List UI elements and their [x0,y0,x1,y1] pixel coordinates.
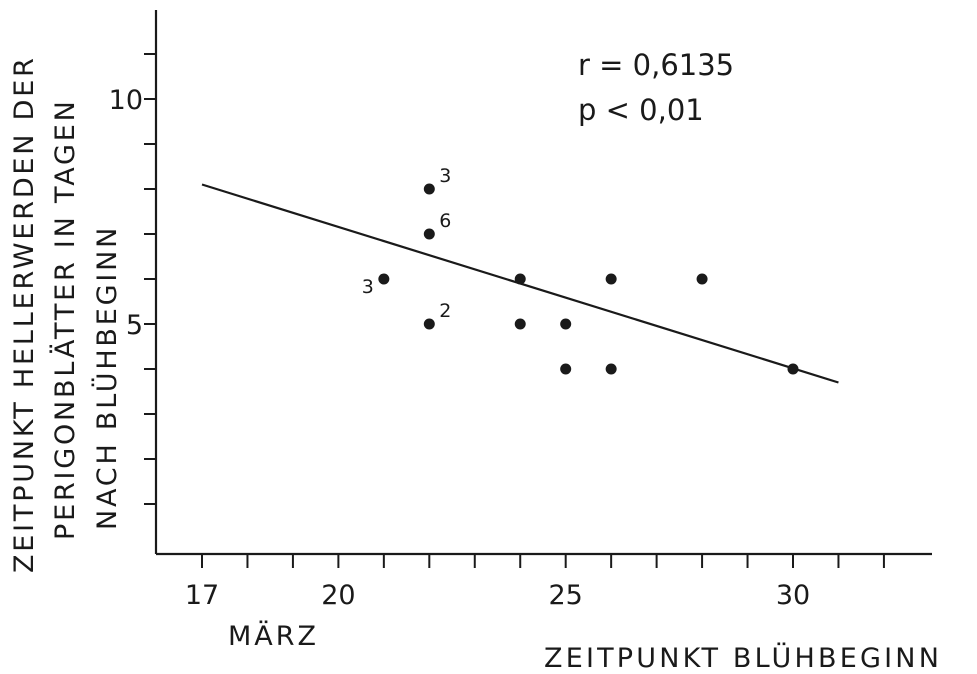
y-tick-label: 5 [126,310,143,341]
y-axis-label: ZEITPUNKT HELLERWERDEN DER PERIGONBLÄTTE… [9,55,123,573]
y-axis-label-line-3: NACH BLÜHBEGINN [91,225,123,530]
point-count-label: 6 [439,210,451,232]
annotation-r: r = 0,6135 [578,48,734,82]
y-axis-label-line-1: ZEITPUNKT HELLERWERDEN DER [9,55,40,573]
axes [154,10,932,556]
tick-labels: 17 20 25 30 5 10 [109,85,811,611]
data-point [605,363,617,375]
point-count-label: 3 [439,165,451,187]
data-point [560,363,572,375]
data-points [378,183,799,375]
data-point [423,183,435,195]
y-tick-label: 10 [109,85,143,116]
data-point [787,363,799,375]
data-point [514,318,526,330]
x-tick-label: 25 [549,580,583,611]
ticks [144,53,885,568]
annotation-p: p < 0,01 [578,93,704,127]
y-axis-label-line-2: PERIGONBLÄTTER IN TAGEN [49,98,81,540]
x-axis-label: ZEITPUNKT BLÜHBEGINN [544,642,942,674]
data-point [514,273,526,285]
data-point [560,318,572,330]
data-point [696,273,708,285]
point-count-label: 3 [362,276,374,298]
data-point [423,228,435,240]
x-sublabel: MÄRZ [228,620,319,652]
data-point [423,318,435,330]
x-tick-label: 17 [185,580,219,611]
x-tick-label: 20 [321,580,355,611]
x-tick-label: 30 [776,580,810,611]
point-count-label: 2 [439,300,451,322]
data-point [378,273,390,285]
point-labels: 3 3 6 2 [362,165,452,322]
data-point [605,273,617,285]
